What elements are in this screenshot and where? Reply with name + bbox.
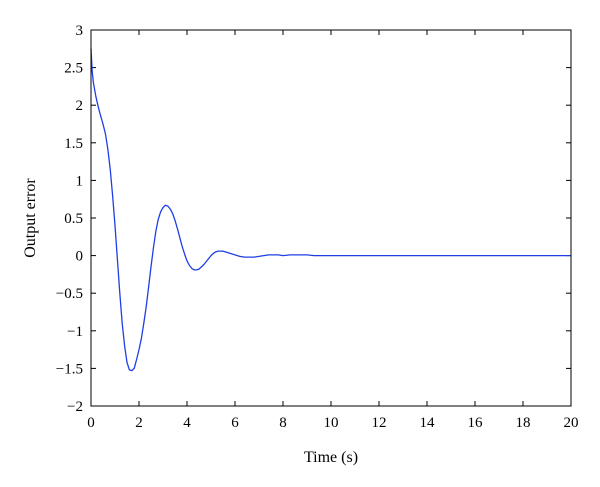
- y-tick-label: 2.5: [64, 61, 83, 77]
- x-tick-label: 4: [183, 415, 191, 431]
- y-tick-label: 2: [76, 98, 84, 114]
- y-tick-label: −0.5: [56, 286, 83, 302]
- y-tick-label: 3: [76, 23, 84, 39]
- x-tick-label: 10: [324, 415, 339, 431]
- x-tick-label: 20: [564, 415, 579, 431]
- y-tick-label: 0: [76, 249, 84, 265]
- x-tick-label: 2: [135, 415, 143, 431]
- y-tick-label: 0.5: [64, 211, 83, 227]
- y-tick-label: −1: [67, 324, 83, 340]
- x-tick-label: 6: [231, 415, 239, 431]
- plot-frame: [90, 29, 572, 407]
- y-tick-label: −1.5: [56, 361, 83, 377]
- series-line-0: [90, 48, 571, 372]
- x-tick-label: 16: [468, 415, 484, 431]
- series-group: [90, 48, 571, 372]
- plot-area: [91, 30, 571, 406]
- x-tick-label: 8: [279, 415, 287, 431]
- x-axis-label: Time (s): [304, 449, 358, 466]
- x-tick-label: 14: [420, 415, 436, 431]
- y-tick-label: 1: [76, 173, 84, 189]
- y-axis-label: Output error: [22, 178, 39, 258]
- y-tick-label: −2: [67, 399, 83, 415]
- tick-labels: 0 2 4 6 8 10 12 14 16 18 20 −2 −1.5 −1 −0.5 0 0.5 1 1.5 2 2.…: [56, 23, 579, 431]
- y-tick-label: 1.5: [64, 136, 83, 152]
- x-tick-label: 18: [516, 415, 531, 431]
- x-tick-label: 0: [87, 415, 95, 431]
- x-tick-label: 12: [372, 415, 387, 431]
